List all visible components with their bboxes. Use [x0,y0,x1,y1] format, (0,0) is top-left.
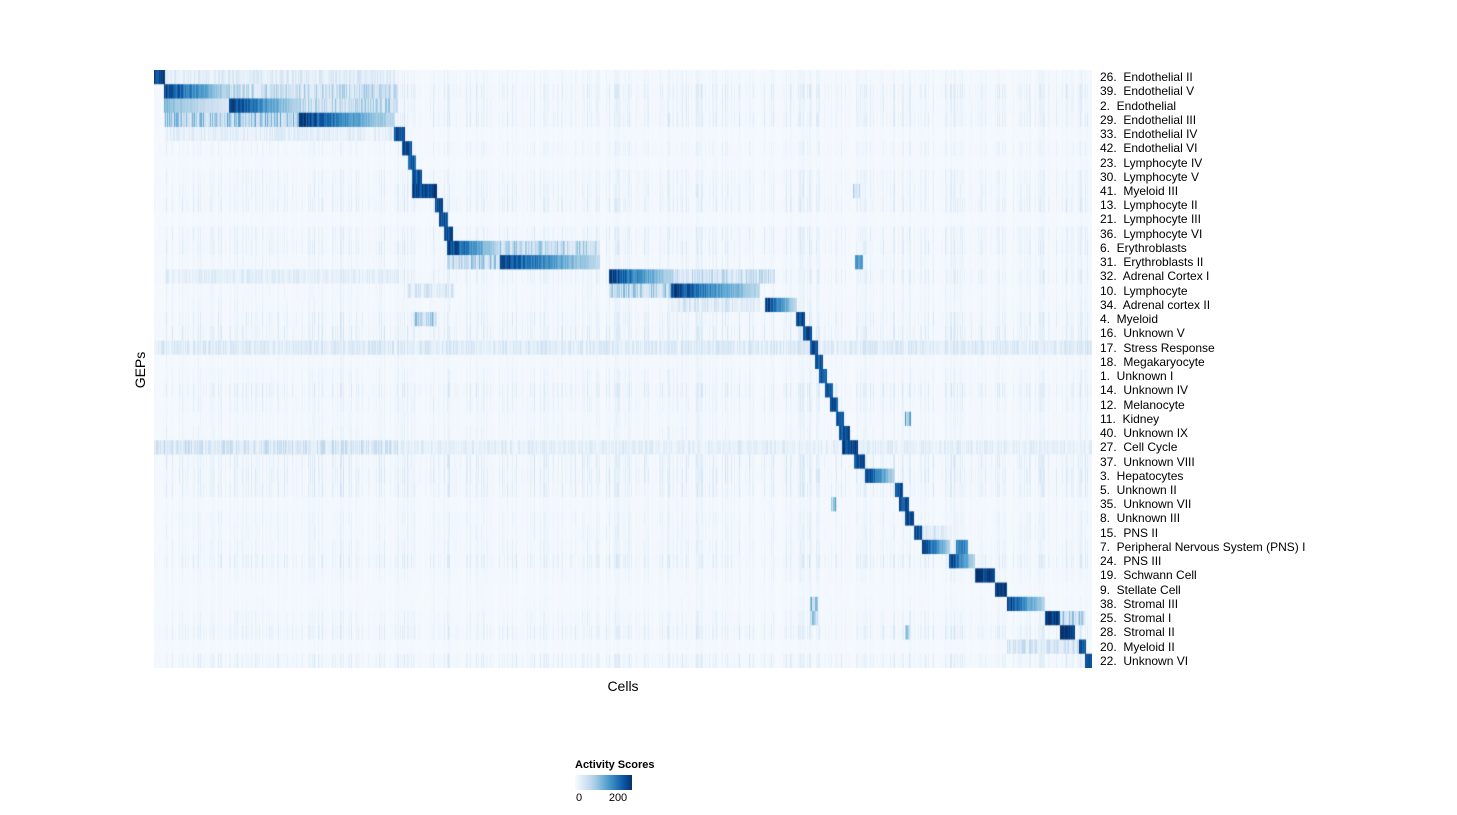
row-label: 23. Lymphocyte IV [1100,155,1203,170]
row-label: 3. Hepatocytes [1100,468,1184,483]
row-label: 10. Lymphocyte [1100,283,1188,298]
colorbar-ticks: 0 200 [575,792,632,806]
row-label: 11. Kidney [1100,411,1160,426]
row-label: 42. Endothelial VI [1100,141,1198,156]
row-label: 34. Adrenal cortex II [1100,297,1211,312]
row-label: 37. Unknown VIII [1100,454,1195,469]
row-label: 31. Erythroblasts II [1100,255,1204,270]
row-label: 24. PNS III [1100,554,1162,569]
x-axis-label: Cells [607,678,639,694]
colorbar-tick-min: 0 [575,792,583,804]
row-label: 8. Unknown III [1100,511,1181,526]
row-label: 19. Schwann Cell [1100,568,1197,583]
row-label: 20. Myeloid II [1100,639,1175,654]
row-label: 14. Unknown IV [1100,383,1189,398]
row-label: 41. Myeloid III [1100,184,1179,198]
row-label: 18. Megakaryocyte [1100,354,1205,369]
row-label: 25. Stromal I [1100,611,1172,626]
row-label: 33. Endothelial IV [1100,127,1198,142]
colorbar [575,775,632,790]
row-label: 35. Unknown VII [1100,497,1192,512]
row-label: 2. Endothelial [1100,98,1177,113]
row-label: 9. Stellate Cell [1100,582,1181,597]
row-label: 32. Adrenal Cortex I [1100,269,1210,284]
row-label: 29. Endothelial III [1100,112,1197,127]
y-axis-label: GEPs [132,351,148,389]
row-label: 13. Lymphocyte II [1100,198,1198,213]
row-label: 12. Melanocyte [1100,397,1185,412]
colorbar-tick-max: 200 [608,792,628,804]
row-label: 6. Erythroblasts [1100,240,1187,255]
colorbar-title: Activity Scores [575,759,655,771]
row-label: 22. Unknown VI [1100,653,1189,668]
row-label: 16. Unknown V [1100,326,1185,341]
row-label: 28. Stromal II [1100,625,1175,640]
row-label: 17. Stress Response [1100,340,1215,355]
row-label: 4. Myeloid [1100,312,1159,327]
row-label: 27. Cell Cycle [1100,440,1178,455]
row-label: 1. Unknown I [1100,369,1174,384]
row-label: 5. Unknown II [1100,483,1177,497]
heatmap-canvas [154,70,1092,668]
row-label: 7. Peripheral Nervous System (PNS) I [1100,539,1306,554]
row-label: 26. Endothelial II [1100,70,1193,85]
row-label: 38. Stromal III [1100,596,1179,611]
row-label: 40. Unknown IX [1100,426,1189,441]
row-label: 15. PNS II [1100,525,1159,540]
row-labels: 26. Endothelial II 39. Endothelial V 2. En… [1100,70,1450,668]
row-label: 39. Endothelial V [1100,84,1195,99]
row-label: 36. Lymphocyte VI [1100,226,1203,241]
colorbar-legend: Activity Scores 0 200 [575,759,715,806]
row-label: 30. Lymphocyte V [1100,169,1199,184]
row-label: 21. Lymphocyte III [1100,212,1201,227]
